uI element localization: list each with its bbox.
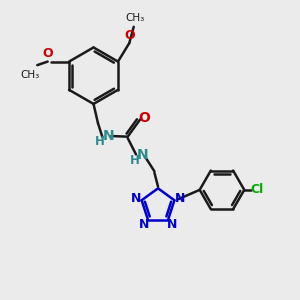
Text: CH₃: CH₃ <box>126 13 145 23</box>
Text: N: N <box>137 148 148 162</box>
Text: H: H <box>130 154 140 167</box>
Text: O: O <box>42 47 53 60</box>
Text: N: N <box>131 192 141 205</box>
Text: O: O <box>124 29 135 42</box>
Text: H: H <box>95 135 105 148</box>
Text: N: N <box>139 218 150 231</box>
Text: CH₃: CH₃ <box>20 70 40 80</box>
Text: Cl: Cl <box>250 183 263 196</box>
Text: O: O <box>138 111 150 125</box>
Text: N: N <box>167 218 177 231</box>
Text: N: N <box>103 129 115 143</box>
Text: N: N <box>175 192 185 205</box>
